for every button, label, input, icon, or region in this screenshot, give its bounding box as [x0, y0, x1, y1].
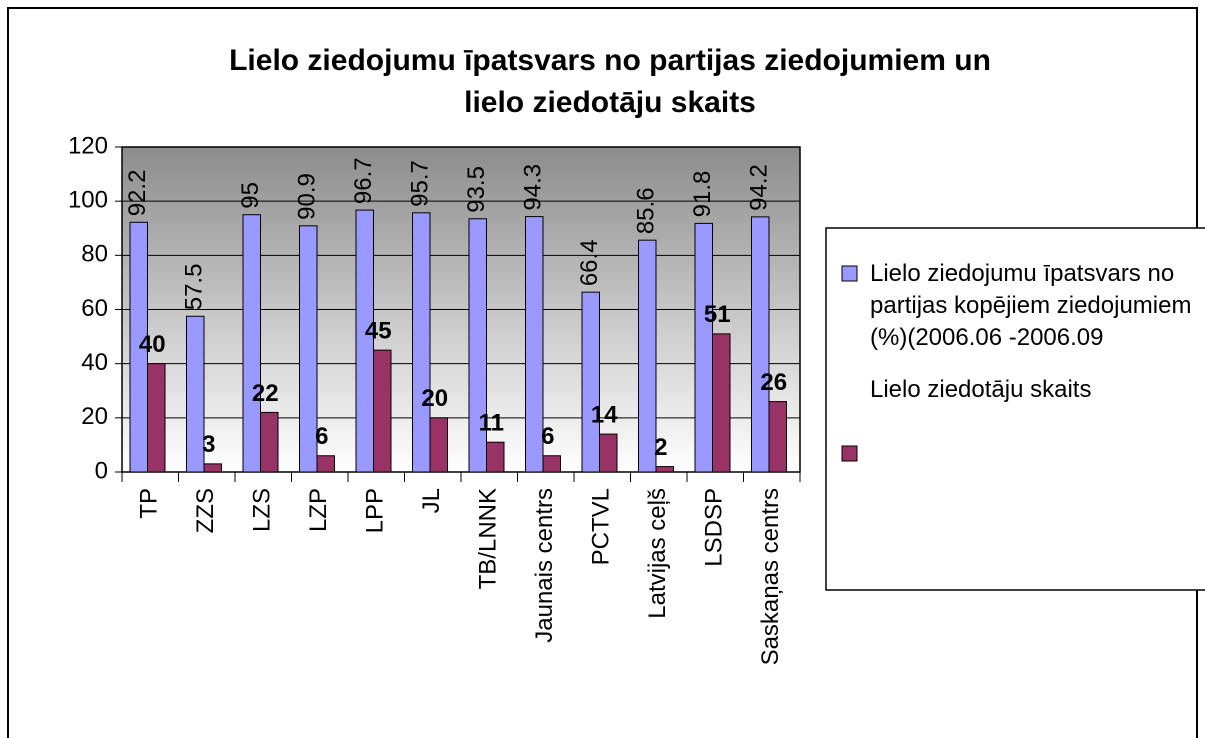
data-label: 11: [479, 410, 504, 437]
bar: [655, 466, 674, 473]
bar: [186, 315, 205, 473]
data-label: 95: [237, 182, 264, 209]
data-label: 57.5: [181, 264, 208, 311]
data-label: 14: [591, 401, 618, 428]
y-tick-label: 20: [81, 403, 108, 430]
bar: [599, 433, 618, 473]
bar: [373, 349, 392, 473]
bar: [468, 218, 487, 473]
data-label: 95.7: [407, 160, 434, 207]
legend-box: [825, 227, 1205, 591]
bar: [412, 212, 431, 473]
data-label: 6: [315, 423, 328, 450]
data-label: 51: [704, 301, 731, 328]
x-tick-label: TP: [136, 488, 163, 519]
x-tick-label: Jaunais centrs: [531, 488, 558, 643]
data-label: 66.4: [576, 239, 603, 286]
data-label: 6: [541, 423, 554, 450]
data-label: 26: [760, 369, 787, 396]
data-label: 20: [421, 385, 448, 412]
bar: [147, 363, 166, 473]
x-tick-label: LPP: [362, 488, 389, 533]
data-label: 94.2: [746, 164, 773, 211]
bar: [242, 214, 261, 473]
y-tick-label: 100: [68, 187, 108, 214]
data-label: 40: [139, 331, 166, 358]
bar: [486, 441, 505, 473]
y-tick-label: 120: [68, 132, 108, 159]
bar: [316, 455, 335, 473]
x-tick-label: ZZS: [192, 488, 219, 533]
data-label: 96.7: [350, 157, 377, 204]
y-tick-label: 80: [81, 241, 108, 268]
data-label: 22: [252, 380, 279, 407]
bar: [260, 411, 279, 473]
bar: [638, 239, 657, 473]
y-tick-label: 0: [95, 457, 108, 484]
data-label: 3: [202, 431, 215, 458]
bar: [751, 216, 770, 473]
data-label: 92.2: [124, 170, 151, 217]
bar: [429, 417, 448, 473]
bar: [355, 209, 374, 473]
bar: [542, 455, 561, 473]
bar: [694, 222, 713, 473]
bar: [581, 291, 600, 473]
data-label: 93.5: [463, 166, 490, 213]
y-tick-label: 60: [81, 295, 108, 322]
x-tick-label: TB/LNNK: [475, 488, 502, 589]
data-label: 94.3: [520, 164, 547, 211]
data-label: 85.6: [633, 187, 660, 234]
legend-swatch: [841, 265, 858, 282]
chart-title: lielo ziedotāju skaits: [464, 86, 756, 119]
bar: [768, 401, 787, 473]
data-label: 91.8: [689, 171, 716, 218]
data-label: 90.9: [294, 173, 321, 220]
legend-label: Lielo ziedojumu īpatsvars no partijas ko…: [870, 260, 1192, 351]
bar: [525, 216, 544, 473]
x-tick-label: LZP: [305, 488, 332, 532]
x-tick-label: JL: [418, 488, 445, 513]
bar: [299, 225, 318, 473]
legend: Lielo ziedojumu īpatsvars no partijas ko…: [870, 258, 1200, 406]
x-tick-label: Latvijas ceļš: [644, 488, 671, 619]
legend-label: Lielo ziedotāju skaits: [870, 376, 1092, 403]
data-label: 2: [654, 434, 667, 461]
bar: [712, 333, 731, 473]
data-label: 45: [365, 317, 392, 344]
bar: [203, 463, 222, 473]
x-tick-label: PCTVL: [588, 488, 615, 565]
x-tick-label: LZS: [249, 488, 276, 532]
chart-title: Lielo ziedojumu īpatsvars no partijas zi…: [229, 44, 991, 77]
x-tick-label: LSDSP: [701, 488, 728, 567]
legend-swatch: [841, 445, 858, 462]
x-tick-label: Saskaņas centrs: [757, 488, 784, 665]
bar: [129, 221, 148, 473]
y-tick-label: 40: [81, 349, 108, 376]
